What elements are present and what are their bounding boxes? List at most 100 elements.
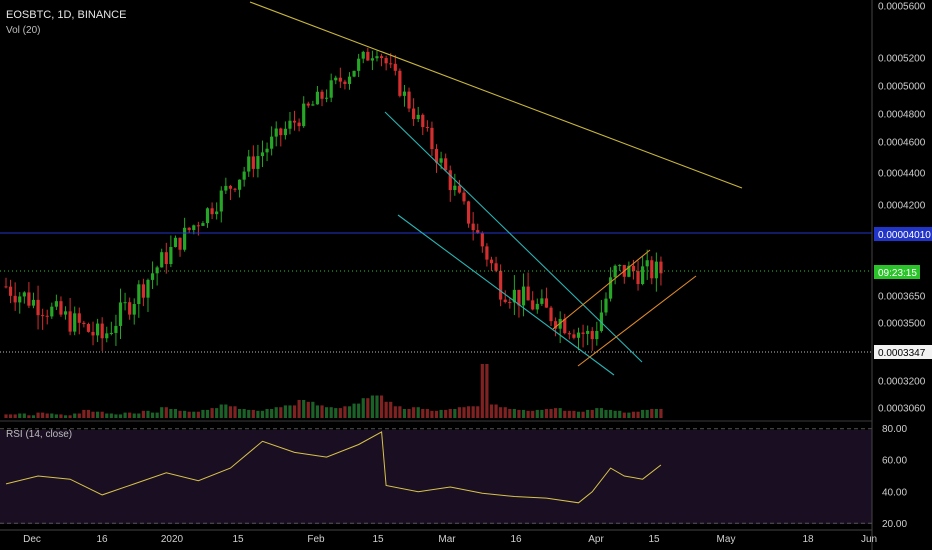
candle-body[interactable] bbox=[274, 128, 278, 137]
candle-body[interactable] bbox=[187, 227, 191, 230]
candle-body[interactable] bbox=[196, 225, 200, 227]
candle-body[interactable] bbox=[105, 333, 109, 339]
candle-body[interactable] bbox=[114, 325, 118, 333]
candle-body[interactable] bbox=[462, 192, 466, 202]
candle-body[interactable] bbox=[361, 51, 365, 59]
candle-body[interactable] bbox=[270, 136, 274, 149]
candle-body[interactable] bbox=[650, 260, 654, 279]
candle-body[interactable] bbox=[645, 260, 649, 267]
candle-body[interactable] bbox=[434, 149, 439, 163]
candle-body[interactable] bbox=[18, 296, 22, 303]
candle-body[interactable] bbox=[215, 211, 219, 215]
candle-body[interactable] bbox=[155, 267, 159, 274]
falling-channel-upper[interactable] bbox=[384, 111, 643, 363]
candle-body[interactable] bbox=[343, 81, 347, 84]
candle-body[interactable] bbox=[544, 298, 549, 308]
candle-body[interactable] bbox=[27, 292, 31, 306]
candle-body[interactable] bbox=[237, 179, 242, 190]
candle-body[interactable] bbox=[73, 313, 77, 332]
candle-body[interactable] bbox=[228, 185, 233, 189]
candle-body[interactable] bbox=[457, 185, 462, 193]
candle-body[interactable] bbox=[128, 302, 132, 315]
rsi-pane[interactable] bbox=[0, 428, 872, 524]
candle-body[interactable] bbox=[389, 63, 393, 65]
candle-body[interactable] bbox=[581, 332, 585, 334]
candle-body[interactable] bbox=[576, 332, 581, 338]
price-candles[interactable] bbox=[4, 47, 663, 351]
long-term-trendline[interactable] bbox=[249, 1, 743, 189]
candle-body[interactable] bbox=[31, 299, 36, 306]
candle-body[interactable] bbox=[567, 333, 571, 335]
candle-body[interactable] bbox=[366, 51, 370, 61]
candle-body[interactable] bbox=[466, 201, 471, 224]
candle-body[interactable] bbox=[297, 122, 301, 127]
candle-body[interactable] bbox=[453, 185, 457, 191]
candle-body[interactable] bbox=[320, 91, 324, 99]
candle-body[interactable] bbox=[302, 103, 306, 127]
candle-body[interactable] bbox=[540, 298, 544, 304]
candle-body[interactable] bbox=[595, 331, 599, 340]
candle-body[interactable] bbox=[205, 208, 210, 224]
candle-body[interactable] bbox=[247, 156, 251, 172]
candle-body[interactable] bbox=[448, 170, 452, 191]
candle-body[interactable] bbox=[210, 208, 214, 215]
candle-body[interactable] bbox=[100, 323, 104, 339]
candle-body[interactable] bbox=[96, 323, 100, 336]
candle-body[interactable] bbox=[352, 70, 356, 77]
candle-body[interactable] bbox=[13, 295, 17, 303]
candle-body[interactable] bbox=[265, 148, 269, 153]
candle-body[interactable] bbox=[563, 318, 567, 334]
candle-body[interactable] bbox=[233, 188, 237, 190]
candle-body[interactable] bbox=[183, 227, 187, 250]
candle-body[interactable] bbox=[315, 91, 320, 105]
candle-body[interactable] bbox=[480, 233, 484, 247]
candle-body[interactable] bbox=[398, 70, 402, 96]
candle-body[interactable] bbox=[77, 313, 81, 323]
candle-body[interactable] bbox=[288, 120, 292, 129]
candle-body[interactable] bbox=[192, 225, 196, 230]
candle-body[interactable] bbox=[292, 120, 297, 123]
candle-body[interactable] bbox=[590, 330, 594, 340]
candle-body[interactable] bbox=[586, 330, 590, 334]
candle-body[interactable] bbox=[329, 80, 333, 98]
candle-body[interactable] bbox=[654, 261, 658, 279]
candle-body[interactable] bbox=[608, 277, 613, 299]
candle-body[interactable] bbox=[50, 306, 54, 317]
candle-body[interactable] bbox=[531, 300, 535, 310]
candle-body[interactable] bbox=[279, 128, 283, 136]
candle-body[interactable] bbox=[521, 286, 526, 306]
candle-body[interactable] bbox=[91, 331, 95, 336]
candle-body[interactable] bbox=[407, 91, 411, 109]
candle-body[interactable] bbox=[494, 263, 498, 271]
candle-body[interactable] bbox=[338, 77, 342, 82]
candle-body[interactable] bbox=[641, 266, 645, 285]
candle-body[interactable] bbox=[178, 237, 182, 250]
candle-body[interactable] bbox=[132, 304, 136, 315]
candle-body[interactable] bbox=[224, 185, 228, 191]
candle-body[interactable] bbox=[659, 261, 663, 274]
candle-body[interactable] bbox=[242, 171, 246, 180]
candle-body[interactable] bbox=[82, 322, 86, 324]
candle-body[interactable] bbox=[325, 97, 329, 99]
candle-body[interactable] bbox=[160, 252, 164, 268]
candle-body[interactable] bbox=[425, 127, 429, 129]
candle-body[interactable] bbox=[375, 56, 379, 59]
candle-body[interactable] bbox=[430, 127, 434, 150]
candle-body[interactable] bbox=[471, 223, 475, 231]
candle-body[interactable] bbox=[123, 302, 127, 304]
candle-body[interactable] bbox=[526, 286, 530, 301]
candle-body[interactable] bbox=[283, 128, 287, 136]
candle-body[interactable] bbox=[416, 114, 420, 120]
candle-body[interactable] bbox=[421, 114, 425, 128]
candle-body[interactable] bbox=[508, 302, 512, 304]
candle-body[interactable] bbox=[150, 273, 155, 280]
candle-body[interactable] bbox=[613, 265, 617, 278]
candle-body[interactable] bbox=[412, 108, 416, 120]
candle-body[interactable] bbox=[334, 77, 338, 81]
candle-body[interactable] bbox=[201, 223, 205, 226]
candle-body[interactable] bbox=[370, 58, 374, 61]
candle-body[interactable] bbox=[173, 237, 178, 248]
candle-body[interactable] bbox=[402, 91, 407, 96]
candle-body[interactable] bbox=[109, 332, 113, 334]
candle-body[interactable] bbox=[54, 301, 58, 307]
